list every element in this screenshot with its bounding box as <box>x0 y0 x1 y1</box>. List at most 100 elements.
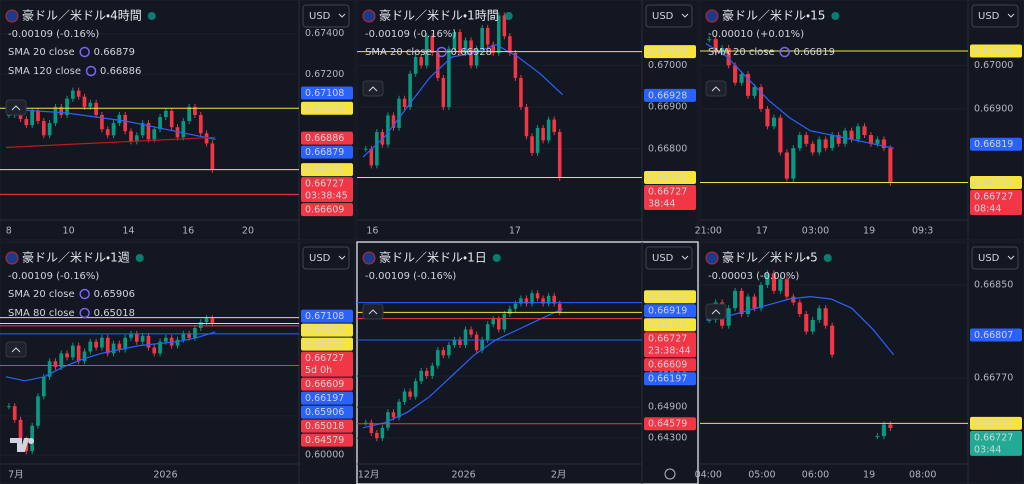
x-tick-label: 20 <box>242 226 254 237</box>
chart-panel: 0.67400 0.67200 8 10 14 16 20 0.67108 0.67033 0.6… <box>0 0 356 241</box>
currency-button[interactable] <box>971 246 1019 270</box>
collapse-button[interactable] <box>362 80 384 97</box>
y-tick-label: 0.60000 <box>305 450 344 461</box>
candle-body <box>193 327 197 338</box>
price-tag <box>301 101 353 115</box>
indicator-label[interactable]: SMA 80 close <box>8 308 75 319</box>
indicator-icon <box>79 46 90 58</box>
symbol-title[interactable]: 豪ドル／米ドル・1時間 <box>379 8 499 23</box>
candle-body <box>791 148 796 179</box>
candle-body <box>707 39 712 41</box>
currency-chevron <box>1007 255 1015 260</box>
price-tag-label: 0.65018 <box>305 421 344 432</box>
symbol-title[interactable]: 豪ドル／米ドル・4時間 <box>22 8 142 23</box>
indicator-label[interactable]: SMA 120 close <box>8 66 81 77</box>
price-tag-label: 0.66731 <box>648 173 687 184</box>
price-change: -0.00109 (-0.16%) <box>8 271 99 282</box>
collapse-icon <box>368 86 378 92</box>
price-tag-label: 0.65906 <box>305 407 344 418</box>
x-tick-label: 03:00 <box>802 226 829 237</box>
price-tag-label: 0.64579 <box>648 419 687 430</box>
candle-body <box>452 339 457 345</box>
candle-body <box>391 115 396 128</box>
x-tick-label: 8 <box>6 226 12 237</box>
indicator-icon <box>79 307 90 319</box>
candle-body <box>541 127 545 141</box>
collapse-button[interactable] <box>362 303 384 320</box>
y-tick-label: 0.64900 <box>648 402 687 413</box>
market-status <box>823 254 832 262</box>
price-tag <box>301 131 353 145</box>
candle-body <box>875 139 880 144</box>
candle-body <box>810 319 815 332</box>
indicator-label[interactable]: SMA 20 close <box>708 47 775 58</box>
price-tag <box>970 176 1022 190</box>
price-tag <box>301 86 353 100</box>
currency-button[interactable] <box>971 4 1019 28</box>
candle-body <box>100 114 104 130</box>
price-tag-countdown: 03:38:45 <box>305 191 348 202</box>
price-tag-label: 0.66731 <box>974 178 1013 189</box>
collapse-button[interactable] <box>705 303 727 320</box>
currency-button[interactable] <box>645 246 693 270</box>
candle-body <box>204 133 209 144</box>
x-tick-label: 09:3 <box>912 226 933 237</box>
settings-button[interactable] <box>664 468 676 480</box>
candle-body <box>117 343 122 350</box>
candle-body <box>463 40 468 53</box>
candle-body <box>524 107 529 137</box>
candle-body <box>53 106 58 124</box>
candle-body <box>397 401 401 418</box>
candle-body <box>888 148 893 183</box>
currency-button[interactable] <box>302 4 350 28</box>
market-status <box>504 12 513 20</box>
candle-body <box>94 102 98 115</box>
collapse-button[interactable] <box>5 341 27 358</box>
market-status <box>492 254 501 262</box>
price-tag-label: 0.66731 <box>974 418 1013 429</box>
collapse-icon <box>11 105 21 111</box>
candle-body <box>797 135 802 149</box>
currency-chevron <box>338 13 346 18</box>
candle-body <box>817 139 822 153</box>
candle-body <box>380 427 385 439</box>
symbol-title[interactable]: 豪ドル／米ドル・15 <box>722 8 825 23</box>
candle-body <box>363 148 368 150</box>
candle-body <box>771 273 776 291</box>
symbol-title[interactable]: 豪ドル／米ドル・5 <box>722 250 818 265</box>
candle-body <box>726 47 731 66</box>
collapse-button[interactable] <box>705 80 727 97</box>
candle-body <box>36 110 40 122</box>
currency-button[interactable] <box>302 246 350 270</box>
candle-body <box>53 361 58 368</box>
candle-body <box>100 337 104 348</box>
candle-body <box>436 350 440 366</box>
candle-body <box>123 114 128 132</box>
x-tick-label: 19 <box>863 470 875 481</box>
symbol-title[interactable]: 豪ドル／米ドル・1日 <box>379 250 487 265</box>
x-tick-label: 16 <box>182 226 194 237</box>
candle-body <box>496 319 501 330</box>
collapse-button[interactable] <box>5 99 27 116</box>
indicator-label[interactable]: SMA 20 close <box>8 289 75 300</box>
candle-body <box>513 52 518 78</box>
symbol-title[interactable]: 豪ドル／米ドル・1週 <box>22 250 130 265</box>
candle-body <box>375 132 379 166</box>
indicator-label[interactable]: SMA 20 close <box>365 47 432 58</box>
collapse-icon <box>711 86 721 92</box>
candle-body <box>369 422 374 433</box>
currency-button[interactable] <box>645 4 693 28</box>
candle-body <box>105 129 110 136</box>
candle-body <box>784 279 789 297</box>
indicator-icon <box>779 46 790 58</box>
price-tag <box>301 419 353 433</box>
candle-body <box>146 123 151 140</box>
indicator-label[interactable]: SMA 20 close <box>8 47 75 58</box>
price-change: -0.00003 (-0.00%) <box>708 271 799 282</box>
candle-body <box>752 87 757 96</box>
chart-panel: 0.67000 0.66900 21:00 17 03:00 19 09:3 0.67033 0… <box>695 0 1024 241</box>
candle-body <box>804 314 809 332</box>
price-tag-label: 0.66928 <box>648 90 687 101</box>
candle-body <box>836 135 841 144</box>
